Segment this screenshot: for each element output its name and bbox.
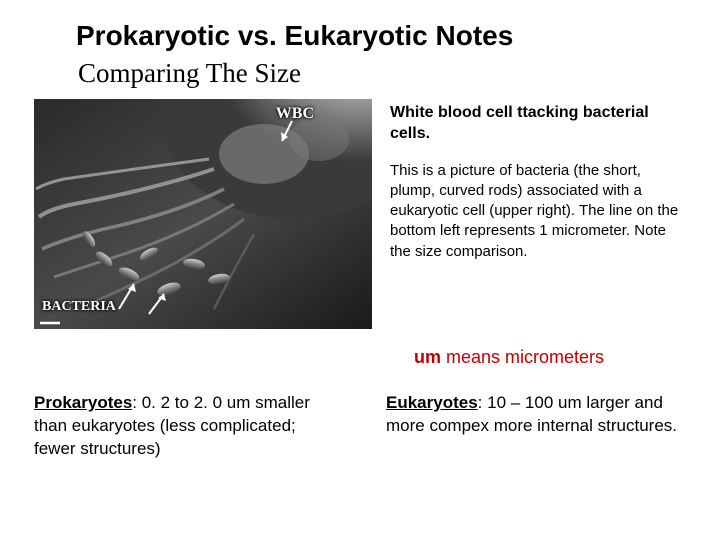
bottom-row: Prokaryotes: 0. 2 to 2. 0 um smaller tha… [34,392,686,461]
micrometer-note: um means micrometers [414,347,686,368]
wbc-label: WBC [276,105,314,123]
sem-svg [34,99,372,329]
eukaryotes-label: Eukaryotes [386,393,478,412]
page-title: Prokaryotic vs. Eukaryotic Notes [76,20,686,52]
bacteria-label: BACTERIA [42,299,116,315]
right-text-column: White blood cell ttacking bacterial cell… [390,99,686,329]
prokaryotes-block: Prokaryotes: 0. 2 to 2. 0 um smaller tha… [34,392,334,461]
sem-micrograph: WBC BACTERIA [34,99,372,329]
um-rest: means micrometers [441,347,604,367]
caption-secondary: This is a picture of bacteria (the short… [390,161,686,262]
caption-primary: White blood cell ttacking bacterial cell… [390,103,686,145]
prokaryotes-label: Prokaryotes [34,393,132,412]
um-bold: um [414,347,441,367]
page-subtitle: Comparing The Size [78,58,686,89]
slide: Prokaryotic vs. Eukaryotic Notes Compari… [0,0,720,540]
eukaryotes-block: Eukaryotes: 10 – 100 um larger and more … [386,392,686,461]
content-row: WBC BACTERIA White blood cell ttacking b… [34,99,686,329]
